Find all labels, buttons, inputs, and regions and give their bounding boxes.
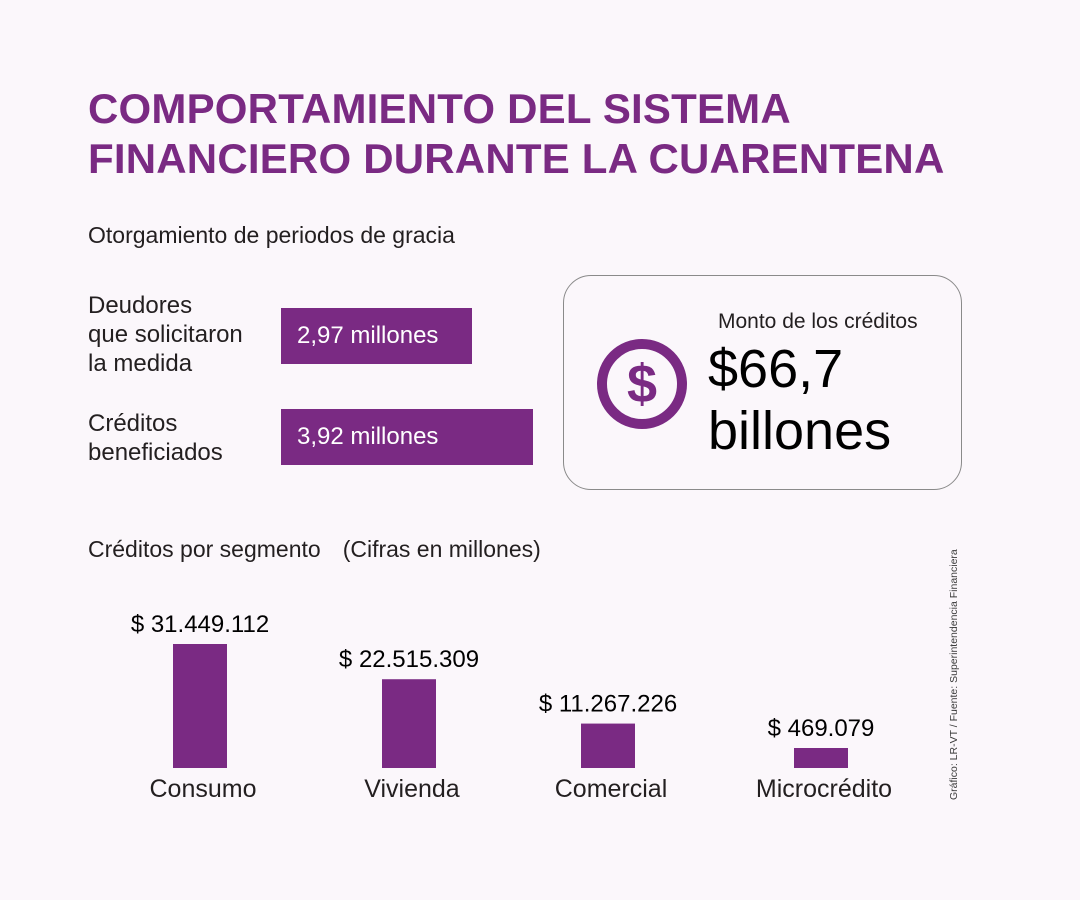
- debtors-value-bar: 2,97 millones: [281, 308, 472, 364]
- credit-amount-value: $66,7 billones: [708, 338, 891, 462]
- credits-value-bar: 3,92 millones: [281, 409, 533, 465]
- credit-amount-caption: Monto de los créditos: [718, 310, 918, 333]
- title-line-1: COMPORTAMIENTO DEL SISTEMA: [88, 85, 791, 132]
- value-label-vivienda: $ 22.515.309: [339, 646, 479, 673]
- credits-label-line-2: beneficiados: [88, 439, 223, 466]
- category-label-vivienda: Vivienda: [364, 775, 460, 803]
- credits-label-line-1: Créditos: [88, 410, 178, 437]
- page-title: COMPORTAMIENTO DEL SISTEMA FINANCIERO DU…: [88, 84, 945, 184]
- dollar-circle-icon: $: [597, 339, 687, 429]
- svg-text:$: $: [627, 354, 657, 414]
- grace-section-title: Otorgamiento de periodos de gracia: [88, 222, 455, 248]
- title-line-2: FINANCIERO DURANTE LA CUARENTENA: [88, 135, 945, 182]
- bar-microcredito: [794, 748, 848, 768]
- source-note: Gráfico: LR-VT / Fuente: Superintendenci…: [948, 549, 960, 800]
- bar-consumo: [173, 644, 227, 768]
- credits-label: Créditos beneficiados: [88, 409, 223, 467]
- segment-title-text: Créditos por segmento: [88, 536, 321, 562]
- credit-amount-value-line-2: billones: [708, 401, 892, 461]
- segment-units-text: (Cifras en millones): [342, 536, 541, 562]
- category-label-consumo: Consumo: [150, 775, 257, 803]
- debtors-label: Deudores que solicitaron la medida: [88, 291, 243, 378]
- debtors-label-line-2: que solicitaron: [88, 321, 243, 348]
- segment-section-title: Créditos por segmento (Cifras en millones…: [88, 536, 541, 563]
- credit-amount-box: [563, 275, 962, 490]
- value-label-comercial: $ 11.267.226: [539, 691, 677, 718]
- value-label-consumo: $ 31.449.112: [131, 611, 269, 638]
- debtors-label-line-3: la medida: [88, 350, 193, 377]
- bar-vivienda: [382, 679, 436, 768]
- debtors-label-line-1: Deudores: [88, 292, 193, 319]
- category-label-comercial: Comercial: [555, 775, 668, 803]
- bar-comercial: [581, 723, 635, 768]
- value-label-microcredito: $ 469.079: [768, 715, 875, 742]
- category-label-microcredito: Microcrédito: [756, 775, 892, 803]
- credit-amount-value-line-1: $66,7: [708, 339, 844, 399]
